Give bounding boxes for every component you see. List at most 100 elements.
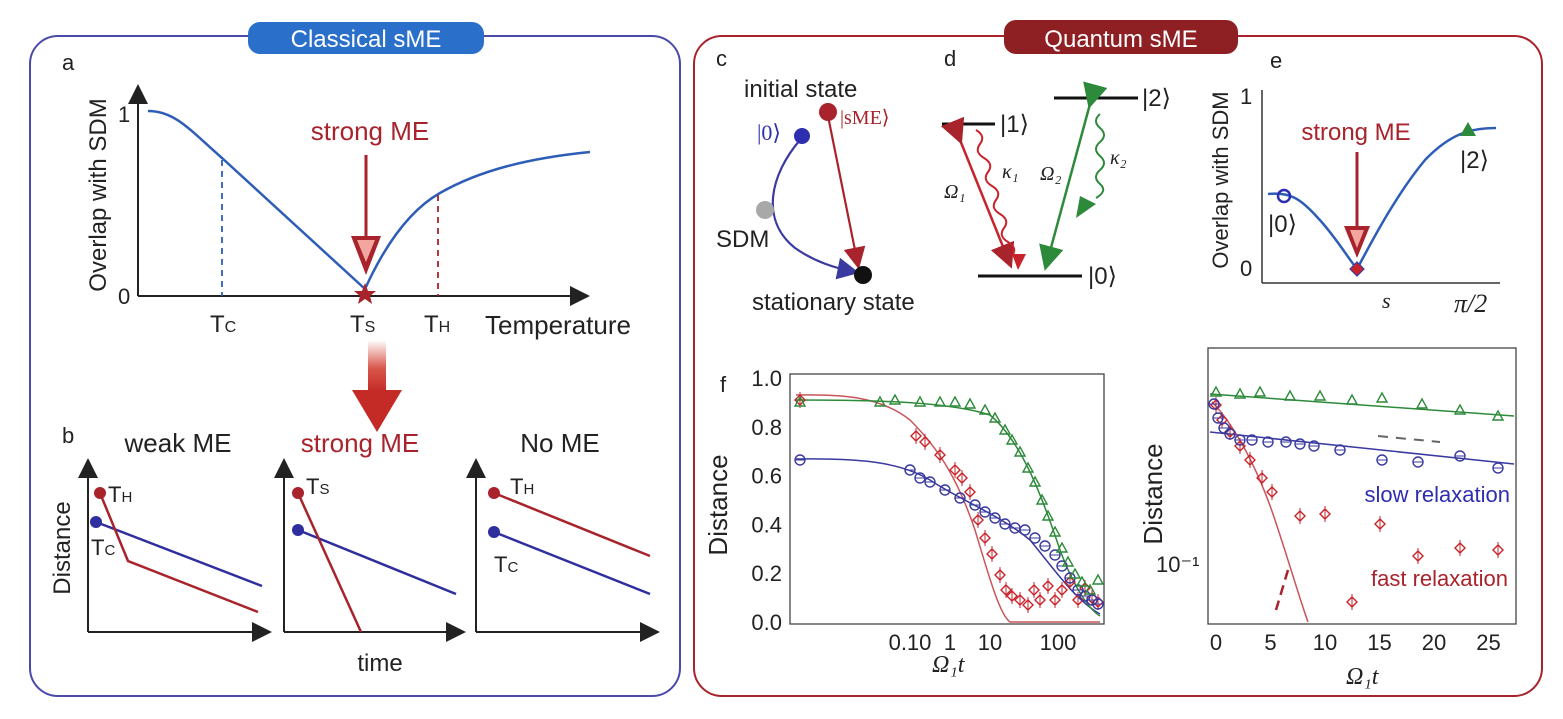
panel-f-fit-green [795, 399, 1101, 617]
panel-d-kappa2-head [1076, 196, 1096, 218]
panel-f-ytick: 0.4 [751, 512, 782, 537]
panel-e-ket0: |0⟩ [1268, 211, 1297, 238]
panel-f-green-point [1021, 461, 1035, 473]
panel-f-xtick: 10 [978, 630, 1002, 655]
panel-e-marker-0 [1276, 188, 1292, 204]
panel-f-green-point [988, 411, 1002, 423]
panel-g-red-dash [1274, 569, 1290, 611]
panel-g-xtick: 0 [1210, 630, 1222, 655]
panel-f-ytick: 0.6 [751, 464, 782, 489]
panel-g-green-point [1233, 387, 1247, 399]
panel-g-xtick: 15 [1367, 630, 1391, 655]
panel-g-xtick: 25 [1476, 630, 1500, 655]
svg-text:TH: TH [510, 474, 534, 499]
panel-b-letter: b [62, 423, 74, 448]
panel-b-weak: TH TC [78, 458, 272, 642]
panel-a-th-label: TH [424, 311, 450, 338]
svg-text:TS: TS [306, 474, 329, 499]
panel-a-arrow-head-inner [357, 240, 375, 262]
panel-b-no: TH TC [466, 458, 660, 642]
panel-c-red-path [826, 115, 866, 270]
panel-f-xticks: 0.10 1 10 100 [889, 630, 1077, 655]
panel-d-ket1: |1⟩ [1000, 111, 1029, 138]
panel-c-initial: initial state [744, 76, 857, 103]
panel-d-kappa1: κ₁ [1002, 161, 1019, 183]
panel-g-xtick: 10 [1313, 630, 1337, 655]
panel-g-fit-green [1209, 393, 1515, 417]
quantum-badge [1004, 20, 1238, 54]
big-arrow-shaft [368, 340, 386, 392]
panel-g-fit-red [1211, 401, 1309, 623]
panel-a-ytick-1: 1 [118, 102, 130, 127]
panel-e-marker-2 [1460, 122, 1476, 136]
panel-f-green-point [1035, 493, 1049, 505]
classical-badge [248, 22, 484, 54]
panel-g-green-points [1209, 385, 1505, 421]
panel-d-kappa1-head [1012, 254, 1026, 270]
panel-e-ytick-1: 1 [1240, 84, 1252, 109]
panel-e-curve [1267, 126, 1497, 272]
panel-f-green-point [933, 395, 947, 407]
panel-g-blue-points [1208, 398, 1504, 474]
panel-g-fast: fast relaxation [1371, 566, 1508, 591]
panel-g-slow: slow relaxation [1364, 482, 1510, 507]
panel-d-kappa2-wave [1095, 113, 1105, 199]
panel-e-annotation: strong ME [1301, 119, 1410, 146]
panel-f-ylabel: Distance [703, 454, 733, 555]
panel-a-letter: a [62, 50, 75, 75]
panel-d-kappa2: κ₂ [1110, 147, 1127, 169]
panel-c-sdm: SDM [716, 226, 769, 253]
panel-a-curve-left [147, 109, 366, 290]
panel-c-dot-stationary [854, 266, 872, 284]
panel-g-xlabel: Ω₁t [1346, 664, 1380, 690]
panel-a-curve-right [363, 150, 591, 290]
panel-f-ytick: 0.2 [751, 561, 782, 586]
panel-b-title-3: No ME [520, 428, 599, 458]
panel-f-green-point [913, 395, 927, 407]
panel-a-star [354, 283, 376, 304]
panel-a-ylabel: Overlap with SDM [85, 98, 112, 291]
panel-f-green-points [793, 393, 1105, 595]
panel-f-green-point [873, 395, 887, 407]
panel-g-green-point [1375, 391, 1389, 403]
svg-text:TC: TC [494, 552, 518, 577]
quantum-frame [693, 35, 1543, 697]
panel-e-x-end: π/2 [1454, 289, 1487, 318]
panel-b-xlabel: time [357, 650, 402, 677]
panel-d-kappa1-wave [975, 129, 1016, 257]
panel-f-yticks: 1.0 0.8 0.6 0.4 0.2 0.0 [751, 366, 782, 635]
panel-d-ket0: |0⟩ [1088, 263, 1117, 290]
panel-g-green-point [1415, 397, 1429, 409]
panel-f-green-point [998, 423, 1012, 435]
panel-g-green-point [1345, 393, 1359, 405]
panel-f-green-point [948, 395, 962, 407]
panel-c-stationary: stationary state [752, 289, 915, 316]
panel-f-green-point [1028, 475, 1042, 487]
panel-f-green-point [1091, 573, 1105, 585]
panel-f-green-point [1055, 541, 1069, 553]
panel-e-arrow-head-inner [1350, 230, 1364, 248]
panel-b-title-1: weak ME [124, 428, 232, 458]
panel-g-blue-dash [1377, 435, 1441, 443]
panel-g-green-point [1491, 409, 1505, 421]
panel-g-green-point [1253, 385, 1267, 397]
panel-e-ket2: |2⟩ [1460, 147, 1489, 174]
panel-b-strong: TS [274, 458, 466, 642]
panel-a-tc-label: TC [210, 311, 236, 338]
panel-f-letter: f [720, 372, 727, 397]
panel-f-green-point [1083, 583, 1097, 595]
panel-e-marker-sme [1349, 261, 1365, 277]
panel-d-omega2-arrow [1039, 81, 1108, 271]
panel-a-annotation: strong ME [311, 116, 430, 146]
panel-e-ytick-0: 0 [1240, 256, 1252, 281]
panel-g-xticks: 0 5 10 15 20 25 [1210, 630, 1501, 655]
panel-c-ketsme: |sME⟩ [840, 107, 890, 129]
panel-f-fit-blue [795, 458, 1101, 615]
panel-a-xlabel: Temperature [485, 310, 631, 340]
panel-c-dot-sdm [756, 201, 774, 219]
panel-f-ytick: 1.0 [751, 366, 782, 391]
panel-d-ket2: |2⟩ [1142, 85, 1171, 112]
panel-b-title-2: strong ME [301, 428, 420, 458]
panel-f-green-point [978, 403, 992, 415]
